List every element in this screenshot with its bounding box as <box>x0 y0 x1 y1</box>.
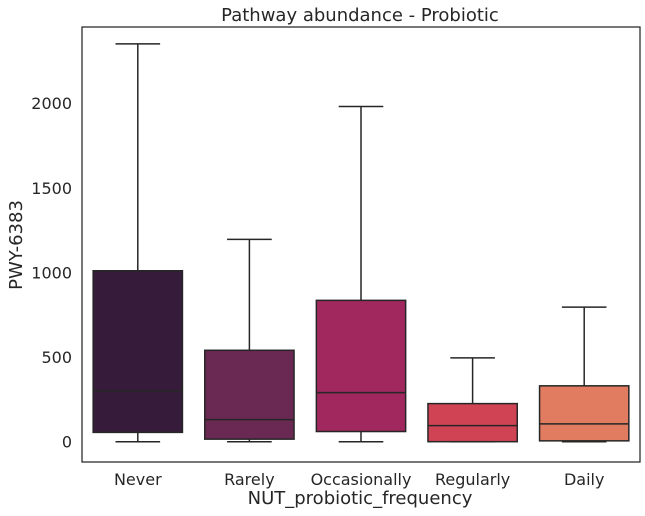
box-occasionally <box>315 105 407 443</box>
y-tick-label: 500 <box>41 348 72 367</box>
iqr-box <box>427 402 518 443</box>
x-tick-label: Occasionally <box>311 470 412 489</box>
y-tick-label: 1500 <box>31 179 72 198</box>
plot-frame <box>81 26 641 463</box>
box-series <box>92 43 630 443</box>
x-tick-label: Never <box>114 470 162 489</box>
box-never <box>92 43 184 443</box>
box-daily <box>538 306 630 443</box>
y-tick-label: 1000 <box>31 263 72 282</box>
y-axis-ticks: 0 500 1000 1500 2000 <box>31 94 72 452</box>
box-rarely <box>204 238 295 443</box>
iqr-box <box>538 385 630 442</box>
x-axis-ticks: Never Rarely Occasionally Regularly Daily <box>114 470 604 489</box>
chart-title: Pathway abundance - Probiotic <box>221 5 499 26</box>
y-tick-label: 2000 <box>31 94 72 113</box>
iqr-box <box>315 299 407 433</box>
iqr-box <box>204 349 295 440</box>
box-regularly <box>427 357 518 443</box>
y-tick-label: 0 <box>62 433 72 452</box>
x-tick-label: Daily <box>564 470 604 489</box>
x-axis-label: NUT_probiotic_frequency <box>248 488 473 509</box>
x-tick-label: Rarely <box>224 470 275 489</box>
iqr-box <box>92 269 184 434</box>
y-axis-label: PWY-6383 <box>6 200 27 290</box>
x-tick-label: Regularly <box>435 470 510 489</box>
